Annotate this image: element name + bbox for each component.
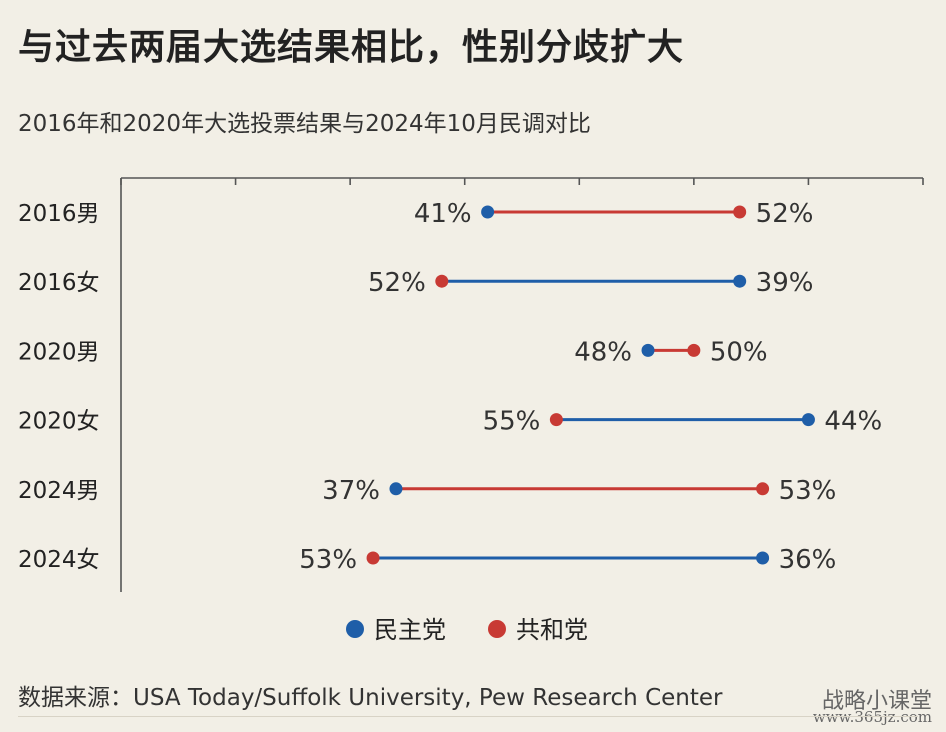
category-label: 2020女 [18, 409, 100, 435]
republican-point [733, 205, 747, 219]
value-label-low: 52% [368, 268, 426, 298]
republican-point [366, 551, 380, 565]
democrat-point [389, 482, 403, 496]
category-label: 2020男 [18, 339, 100, 365]
democrat-point [481, 205, 495, 219]
value-label-low: 37% [322, 476, 380, 506]
category-label: 2016女 [18, 270, 100, 296]
legend-republican-label: 共和党 [516, 616, 588, 644]
republican-point [549, 413, 563, 427]
value-label-low: 41% [414, 199, 472, 229]
democrat-point [801, 413, 815, 427]
value-label-high: 53% [779, 476, 837, 506]
value-label-low: 55% [483, 407, 541, 437]
data-source: 数据来源：USA Today/Suffolk University, Pew R… [18, 685, 723, 711]
legend-democrat-label: 民主党 [374, 616, 446, 644]
chart-title: 与过去两届大选结果相比，性别分歧扩大 [18, 27, 685, 68]
republican-point [756, 482, 770, 496]
category-label: 2016男 [18, 201, 100, 227]
democrat-point [641, 343, 655, 357]
value-label-high: 44% [824, 407, 882, 437]
watermark-url: www.365jz.com [812, 708, 932, 726]
value-label-high: 39% [756, 268, 814, 298]
value-label-high: 36% [779, 545, 837, 575]
value-label-high: 50% [710, 337, 768, 367]
republican-point [435, 274, 449, 288]
category-label: 2024女 [18, 547, 100, 573]
category-label: 2024男 [18, 478, 100, 504]
value-label-low: 53% [299, 545, 357, 575]
footer-divider [18, 716, 918, 717]
democrat-point [733, 274, 747, 288]
watermark: 战略小课堂 [821, 689, 932, 714]
chart-subtitle: 2016年和2020年大选投票结果与2024年10月民调对比 [18, 111, 591, 137]
legend-republican-swatch [488, 620, 506, 638]
value-label-high: 52% [756, 199, 814, 229]
democrat-point [756, 551, 770, 565]
legend-democrat-swatch [346, 620, 364, 638]
republican-point [687, 343, 701, 357]
value-label-low: 48% [574, 337, 632, 367]
